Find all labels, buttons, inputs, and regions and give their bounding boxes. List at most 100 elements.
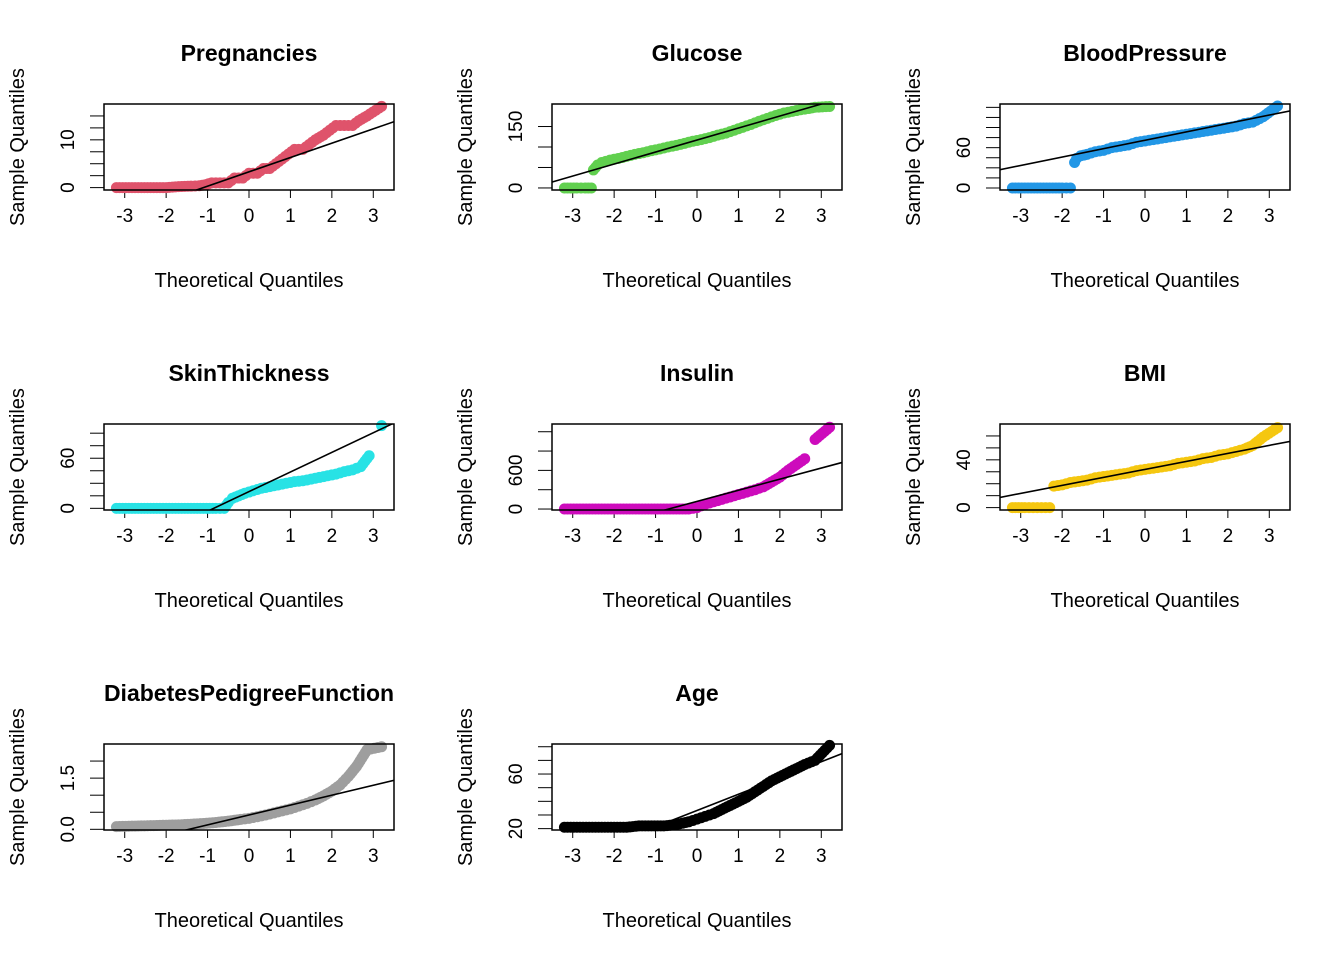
y-axis-label: Sample Quantiles <box>455 68 477 226</box>
panel-title: BMI <box>1124 360 1166 386</box>
qq-point <box>363 450 375 462</box>
x-tick-label: 1 <box>733 846 744 867</box>
x-axis-label: Theoretical Quantiles <box>603 910 792 932</box>
x-tick-label: 1 <box>733 526 744 547</box>
qq-points <box>558 100 836 194</box>
qq-panel-skinthickness: SkinThickness Theoretical Quantiles Sample… <box>7 360 395 612</box>
qq-point <box>799 453 811 465</box>
x-tick-label: 3 <box>368 526 379 547</box>
x-tick-label: -2 <box>1054 206 1071 227</box>
x-tick-label: -1 <box>647 526 664 547</box>
panel-title: BloodPressure <box>1063 40 1227 66</box>
y-tick-label: 0 <box>58 503 79 514</box>
qq-point <box>824 100 836 112</box>
x-tick-label: 1 <box>285 846 296 867</box>
plot-frame <box>999 423 1291 511</box>
x-tick-label: 2 <box>327 526 338 547</box>
y-tick-label: 60 <box>506 763 527 784</box>
y-tick-label: 10 <box>58 129 79 150</box>
x-tick-label: 0 <box>692 206 703 227</box>
x-tick-label: 3 <box>368 846 379 867</box>
y-tick-label: 0 <box>506 504 527 515</box>
y-tick-label: 1.5 <box>58 765 79 791</box>
qq-reference-line <box>645 752 842 830</box>
y-tick-label: 0 <box>506 183 527 194</box>
x-tick-label: 0 <box>1140 206 1151 227</box>
x-tick-label: 2 <box>327 206 338 227</box>
x-tick-label: 2 <box>1223 526 1234 547</box>
panel-title: Pregnancies <box>181 40 318 66</box>
y-tick-label: 0.0 <box>58 816 79 842</box>
x-tick-label: -3 <box>116 206 133 227</box>
qq-point <box>1272 422 1284 434</box>
y-tick-label: 0 <box>58 182 79 193</box>
qq-points <box>1006 100 1284 194</box>
qq-reference-line <box>194 120 394 190</box>
x-tick-label: 1 <box>1181 526 1192 547</box>
y-tick-label: 20 <box>506 818 527 839</box>
y-axis-label: Sample Quantiles <box>903 68 925 226</box>
x-tick-label: -2 <box>606 206 623 227</box>
x-tick-label: -2 <box>606 846 623 867</box>
x-tick-label: 3 <box>816 526 827 547</box>
x-tick-label: 2 <box>775 206 786 227</box>
x-tick-label: -3 <box>1012 206 1029 227</box>
qq-points <box>110 741 388 833</box>
y-tick-label: 0 <box>954 183 975 194</box>
x-tick-label: -1 <box>647 846 664 867</box>
y-axis-label: Sample Quantiles <box>7 68 29 226</box>
x-tick-label: 3 <box>368 206 379 227</box>
qq-points <box>558 421 836 515</box>
x-axis-label: Theoretical Quantiles <box>603 270 792 292</box>
x-tick-label: -3 <box>1012 526 1029 547</box>
y-axis-label: Sample Quantiles <box>7 388 29 546</box>
panel-title: Age <box>675 680 718 706</box>
plot-frame <box>103 743 395 831</box>
x-tick-label: -3 <box>564 846 581 867</box>
y-axis-label: Sample Quantiles <box>7 708 29 866</box>
y-tick-label: 0 <box>954 502 975 513</box>
y-axis-label: Sample Quantiles <box>903 388 925 546</box>
x-tick-label: -1 <box>199 526 216 547</box>
x-axis-label: Theoretical Quantiles <box>1051 270 1240 292</box>
x-tick-label: 2 <box>775 526 786 547</box>
qq-panel-glucose: Glucose Theoretical Quantiles Sample Quant… <box>455 40 843 292</box>
qq-reference-line <box>1000 110 1290 171</box>
x-tick-label: -1 <box>199 846 216 867</box>
qq-points <box>110 420 388 514</box>
qq-point <box>376 741 388 753</box>
panel-title: DiabetesPedigreeFunction <box>104 680 394 706</box>
y-tick-label: 60 <box>954 137 975 158</box>
x-tick-label: 3 <box>1264 206 1275 227</box>
y-tick-label: 60 <box>58 448 79 469</box>
x-tick-label: 3 <box>1264 526 1275 547</box>
x-tick-label: -2 <box>606 526 623 547</box>
y-axis-label: Sample Quantiles <box>455 388 477 546</box>
qq-reference-line <box>1000 440 1290 499</box>
x-tick-label: 1 <box>285 526 296 547</box>
x-tick-label: -3 <box>116 526 133 547</box>
qq-point <box>585 182 597 194</box>
plot-frame <box>551 423 843 511</box>
panel-title: Insulin <box>660 360 734 386</box>
qq-point <box>376 100 388 112</box>
qq-reference-line <box>661 461 842 510</box>
qq-panel-age: Age Theoretical Quantiles Sample Quantiles… <box>455 680 843 932</box>
panel-title: SkinThickness <box>168 360 329 386</box>
plot-frame <box>551 103 843 191</box>
x-tick-label: -3 <box>564 526 581 547</box>
plot-frame <box>551 743 843 831</box>
x-tick-label: 1 <box>1181 206 1192 227</box>
x-tick-label: 1 <box>285 206 296 227</box>
x-axis-label: Theoretical Quantiles <box>155 270 344 292</box>
x-tick-label: -2 <box>158 526 175 547</box>
x-tick-label: -2 <box>1054 526 1071 547</box>
qq-panel-bmi: BMI Theoretical Quantiles Sample Quantiles… <box>903 360 1291 612</box>
x-tick-label: 0 <box>244 526 255 547</box>
x-axis-label: Theoretical Quantiles <box>603 590 792 612</box>
x-tick-label: 0 <box>244 206 255 227</box>
qq-point <box>1044 502 1056 514</box>
x-axis-label: Theoretical Quantiles <box>1051 590 1240 612</box>
x-tick-label: -1 <box>647 206 664 227</box>
